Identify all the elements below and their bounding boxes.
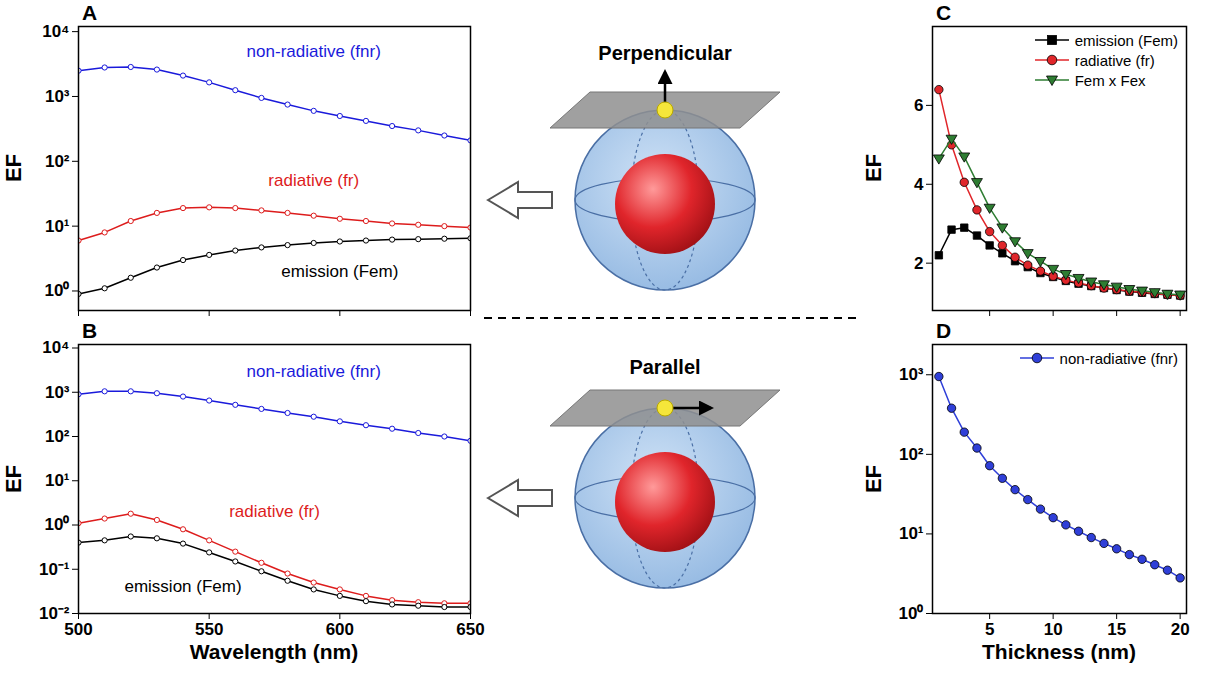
svg-text:10⁻¹: 10⁻¹: [39, 560, 70, 579]
svg-text:15: 15: [1107, 620, 1126, 639]
svg-text:Perpendicular: Perpendicular: [598, 42, 732, 64]
svg-text:500: 500: [64, 620, 92, 639]
html-text:non-radiative (fnr): non-radiative (fnr): [1059, 349, 1178, 367]
svg-text:10³: 10³: [45, 87, 70, 106]
svg-text:non-radiative (fnr): non-radiative (fnr): [247, 362, 381, 381]
html-text:D: D: [936, 319, 952, 342]
html-text:EF: EF: [861, 153, 886, 183]
svg-text:10⁴: 10⁴: [42, 338, 69, 357]
svg-text:10¹: 10¹: [899, 524, 924, 543]
svg-text:10²: 10²: [45, 152, 70, 171]
svg-text:650: 650: [456, 620, 484, 639]
html-text:Fem x Fex: Fem x Fex: [1074, 71, 1146, 89]
html-text:Thickness (nm): Thickness (nm): [982, 640, 1136, 663]
html-text:EF: EF: [1, 464, 26, 493]
svg-text:10³: 10³: [899, 365, 924, 384]
html-text:C: C: [936, 1, 952, 24]
svg-text:550: 550: [195, 620, 223, 639]
svg-text:non-radiative (fnr): non-radiative (fnr): [247, 42, 381, 61]
svg-text:emission (Fem): emission (Fem): [281, 262, 398, 281]
svg-text:radiative (fr): radiative (fr): [229, 502, 320, 521]
html-text:Wavelength (nm): Wavelength (nm): [189, 640, 359, 663]
svg-text:10²: 10²: [45, 427, 70, 446]
svg-text:radiative (fr): radiative (fr): [268, 171, 359, 190]
svg-text:10⁰: 10⁰: [899, 604, 924, 623]
html-text:EF: EF: [1, 153, 26, 183]
svg-text:10²: 10²: [899, 445, 924, 464]
html-text:A: A: [82, 1, 98, 24]
svg-text:10⁻²: 10⁻²: [38, 603, 70, 623]
svg-text:10¹: 10¹: [45, 471, 70, 490]
html-text:EF: EF: [861, 464, 886, 493]
svg-text:10⁰: 10⁰: [45, 281, 70, 300]
svg-text:Parallel: Parallel: [629, 356, 700, 378]
svg-text:4: 4: [914, 175, 924, 194]
svg-text:20: 20: [1171, 620, 1190, 639]
svg-text:10: 10: [1044, 620, 1063, 639]
html-text:radiative (fr): radiative (fr): [1074, 51, 1155, 69]
svg-text:2: 2: [914, 254, 923, 273]
svg-text:600: 600: [326, 620, 354, 639]
svg-text:6: 6: [914, 96, 923, 115]
svg-text:10¹: 10¹: [45, 217, 70, 236]
html-text:emission (Fem): emission (Fem): [1074, 31, 1178, 49]
svg-text:10³: 10³: [45, 383, 70, 402]
svg-text:5: 5: [985, 620, 994, 639]
svg-text:emission (Fem): emission (Fem): [124, 577, 241, 596]
svg-text:10⁰: 10⁰: [45, 515, 70, 534]
html-text:B: B: [82, 319, 98, 342]
svg-text:10⁴: 10⁴: [42, 22, 69, 41]
